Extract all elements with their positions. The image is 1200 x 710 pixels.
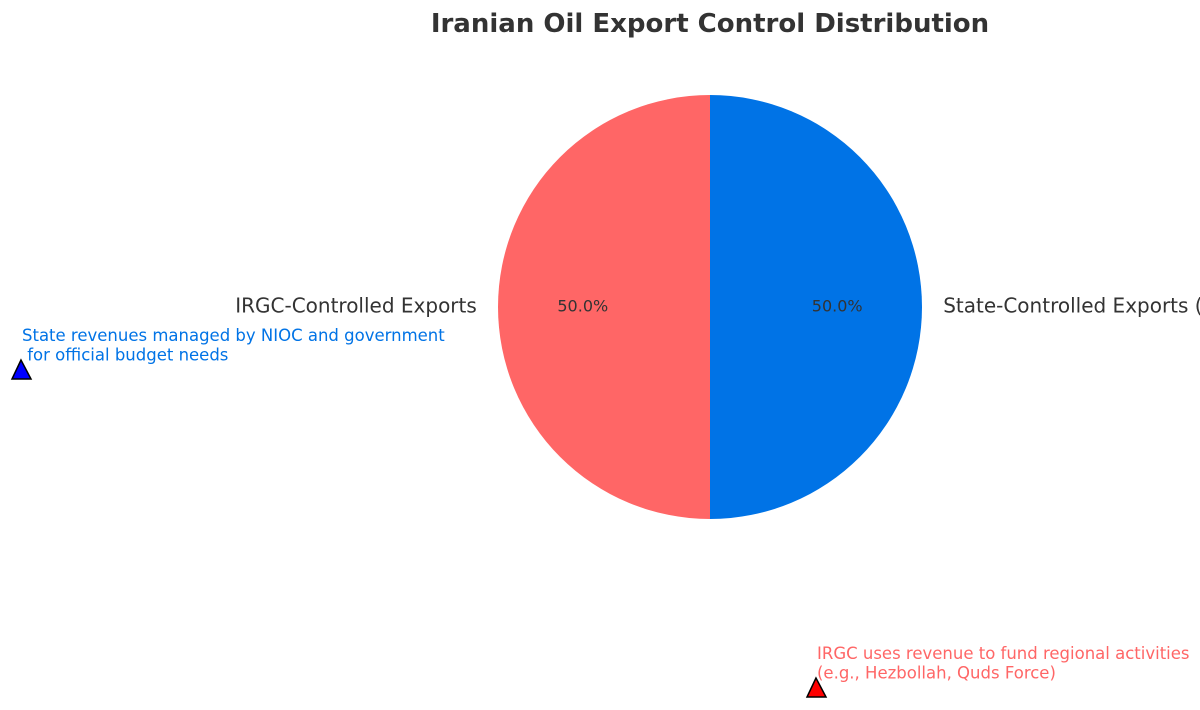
pie-slice-0 xyxy=(710,95,922,519)
pie-labels: 50.0% State-Controlled Exports (NIOC) 50.0… xyxy=(235,294,1200,318)
pie-slices xyxy=(498,95,922,519)
pie-category-label-0: State-Controlled Exports (NIOC) xyxy=(943,294,1200,318)
annotation-irgc-line-2: (e.g., Hezbollah, Quds Force) xyxy=(817,664,1056,683)
annotation-state: State revenues managed by NIOC and gover… xyxy=(10,326,450,380)
annotation-irgc-text: IRGC uses revenue to fund regional activ… xyxy=(817,644,1195,683)
chart-title: Iranian Oil Export Control Distribution xyxy=(431,9,989,39)
pie-percent-label-0: 50.0% xyxy=(812,297,863,316)
annotation-state-line-1: State revenues managed by NIOC and gover… xyxy=(22,326,445,345)
annotation-irgc-triangle-marker xyxy=(805,676,828,698)
annotation-state-line-2: for official budget needs xyxy=(22,346,228,365)
annotation-irgc: IRGC uses revenue to fund regional activ… xyxy=(805,644,1195,698)
pie-slice-1 xyxy=(498,95,710,519)
annotation-state-triangle-marker xyxy=(10,358,33,380)
pie-percent-label-1: 50.0% xyxy=(557,297,608,316)
annotation-state-text: State revenues managed by NIOC and gover… xyxy=(22,326,450,365)
pie-category-label-1: IRGC-Controlled Exports xyxy=(235,294,477,318)
annotation-irgc-line-1: IRGC uses revenue to fund regional activ… xyxy=(817,644,1190,663)
